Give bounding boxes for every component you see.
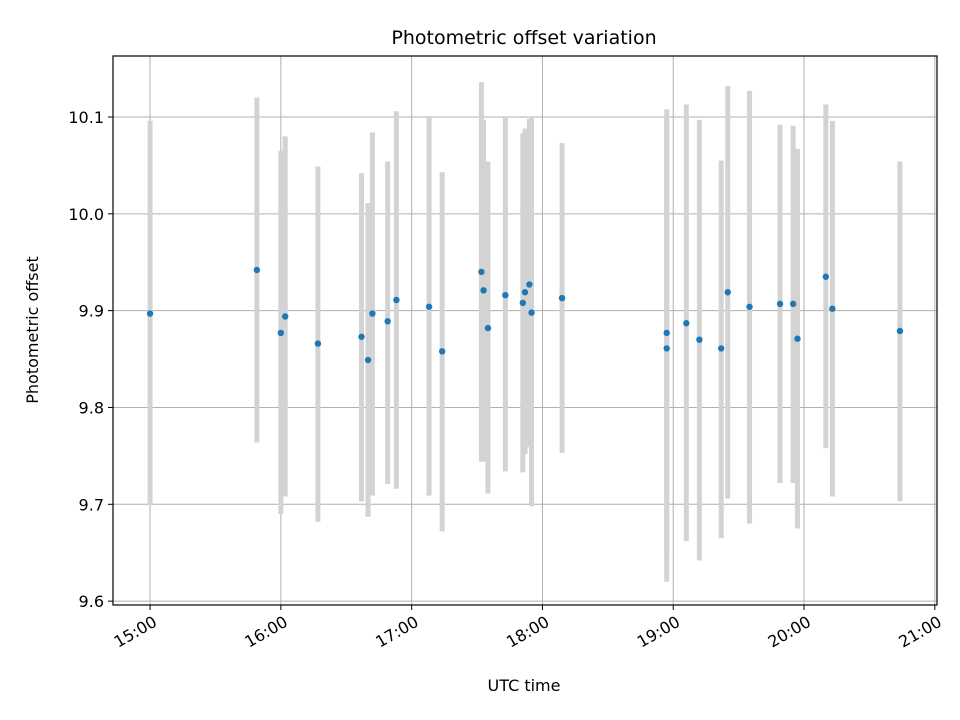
data-point <box>277 329 285 337</box>
data-point <box>696 336 703 343</box>
data-point <box>776 300 784 308</box>
y-axis-ticks: 9.6 9.7 9.8 9.9 10.0 10.1 <box>68 108 113 611</box>
data-point <box>282 313 289 320</box>
data-point <box>521 289 529 296</box>
data-point <box>502 291 509 299</box>
data-point <box>896 327 904 335</box>
data-point <box>478 268 485 276</box>
data-point <box>358 333 365 340</box>
data-point <box>528 309 535 316</box>
data-point <box>526 281 533 288</box>
y-tick-label: 9.8 <box>79 398 104 417</box>
data-point <box>558 294 566 302</box>
data-point <box>683 320 690 327</box>
data-point <box>663 329 670 337</box>
y-tick-label: 10.1 <box>68 108 104 127</box>
data-point <box>746 303 753 310</box>
data-point <box>314 340 322 347</box>
data-point <box>438 348 446 355</box>
data-point <box>663 345 670 352</box>
y-tick-label: 9.7 <box>79 495 104 514</box>
data-point <box>822 273 830 280</box>
chart-title: Photometric offset variation <box>391 27 656 49</box>
data-point <box>724 289 731 296</box>
data-point <box>829 305 836 312</box>
data-point <box>384 318 391 325</box>
data-point <box>369 310 376 317</box>
data-point <box>364 356 372 364</box>
data-point <box>717 345 725 352</box>
plot-frame <box>112 55 938 606</box>
data-point <box>393 296 400 304</box>
y-tick-label: 10.0 <box>68 205 104 224</box>
data-point <box>794 335 801 342</box>
data-point <box>519 299 527 307</box>
y-axis-label: Photometric offset <box>23 256 42 404</box>
y-tick-label: 9.6 <box>79 592 104 611</box>
data-point <box>789 300 797 308</box>
data-point <box>480 287 487 294</box>
data-point <box>253 266 261 274</box>
x-axis-label: UTC time <box>488 676 561 695</box>
y-tick-label: 9.9 <box>79 302 104 321</box>
data-point <box>146 310 154 317</box>
data-point <box>425 303 433 310</box>
data-point <box>484 324 492 332</box>
data-points <box>146 266 904 364</box>
